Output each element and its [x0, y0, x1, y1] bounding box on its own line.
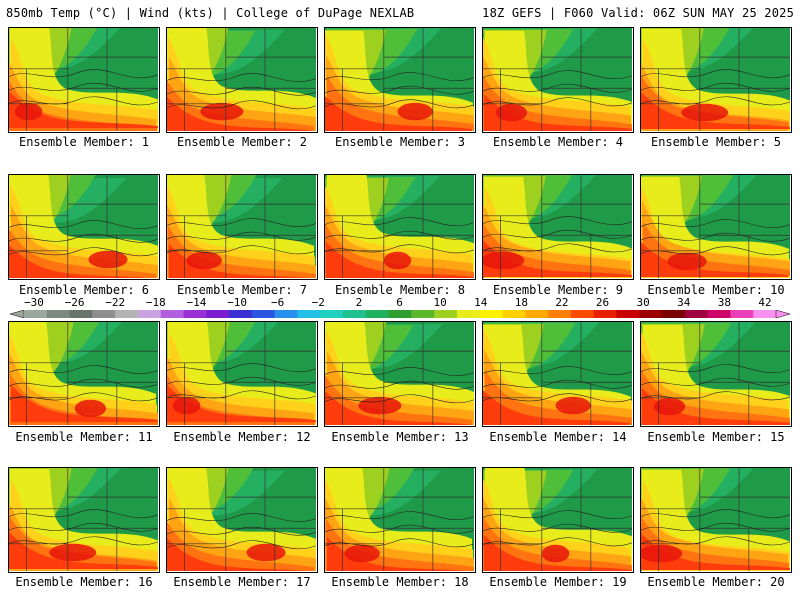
ensemble-map-6	[8, 174, 160, 280]
ensemble-member-label: Ensemble Member: 7	[176, 283, 308, 297]
ensemble-map-1	[8, 27, 160, 133]
colorbar-tick-label: 22	[555, 296, 569, 309]
colorbar-segment	[365, 310, 389, 318]
ensemble-member-label: Ensemble Member: 8	[334, 283, 466, 297]
colorbar-segment	[434, 310, 458, 318]
ensemble-member-label: Ensemble Member: 14	[489, 430, 627, 444]
ensemble-member-label: Ensemble Member: 11	[15, 430, 153, 444]
colorbar-segment	[160, 310, 184, 318]
colorbar-segment	[616, 310, 640, 318]
ensemble-member-label: Ensemble Member: 1	[18, 135, 150, 149]
colorbar-tick-label: −26	[64, 296, 85, 309]
ensemble-member-label: Ensemble Member: 18	[331, 575, 469, 589]
ensemble-member-label: Ensemble Member: 19	[489, 575, 627, 589]
colorbar-right-arrow	[775, 310, 790, 318]
ensemble-map-9	[482, 174, 634, 280]
colorbar-segment	[456, 310, 481, 318]
ensemble-map-18	[324, 467, 476, 573]
colorbar-tick-label: 14	[474, 296, 488, 309]
colorbar-segment	[137, 310, 162, 318]
colorbar-tick-label: 30	[636, 296, 650, 309]
colorbar-segment	[593, 310, 617, 318]
colorbar-segment	[115, 310, 139, 318]
ensemble-map-20	[640, 467, 792, 573]
map-title: 850mb Temp (°C) | Wind (kts) | College o…	[6, 6, 415, 20]
ensemble-map-11	[8, 321, 160, 427]
colorbar-segment	[92, 310, 116, 318]
colorbar-tick-label: −14	[186, 296, 207, 309]
colorbar-segment	[24, 310, 48, 318]
colorbar-tick-label: −18	[145, 296, 166, 309]
colorbar-segment	[707, 310, 731, 318]
colorbar-tick-label: 42	[758, 296, 772, 309]
ensemble-member-label: Ensemble Member: 3	[334, 135, 466, 149]
colorbar-tick-label: −6	[271, 296, 285, 309]
colorbar-tick-label: 38	[717, 296, 731, 309]
ensemble-map-14	[482, 321, 634, 427]
colorbar-segment	[525, 310, 549, 318]
ensemble-map-12	[166, 321, 318, 427]
ensemble-map-5	[640, 27, 792, 133]
colorbar-tick-label: −10	[227, 296, 247, 309]
colorbar-segment	[388, 310, 412, 318]
ensemble-member-label: Ensemble Member: 20	[647, 575, 785, 589]
colorbar-segment	[320, 310, 344, 318]
ensemble-member-label: Ensemble Member: 6	[18, 283, 150, 297]
colorbar-segment	[206, 310, 230, 318]
colorbar-segment	[46, 310, 70, 318]
colorbar-segment	[502, 310, 526, 318]
ensemble-map-10	[640, 174, 792, 280]
ensemble-member-label: Ensemble Member: 2	[176, 135, 308, 149]
ensemble-map-16	[8, 467, 160, 573]
colorbar-tick-label: −22	[105, 296, 126, 309]
colorbar-segment	[411, 310, 435, 318]
ensemble-map-7	[166, 174, 318, 280]
colorbar-segment	[69, 310, 93, 318]
ensemble-member-label: Ensemble Member: 10	[647, 283, 785, 297]
ensemble-map-17	[166, 467, 318, 573]
colorbar-segment	[479, 310, 503, 318]
ensemble-map-2	[166, 27, 318, 133]
colorbar-segment	[753, 310, 777, 318]
ensemble-map-13	[324, 321, 476, 427]
ensemble-member-label: Ensemble Member: 13	[331, 430, 469, 444]
colorbar-segment	[570, 310, 594, 318]
ensemble-member-label: Ensemble Member: 9	[492, 283, 624, 297]
colorbar-tick-label: −30	[24, 296, 44, 309]
ensemble-map-4	[482, 27, 634, 133]
ensemble-member-label: Ensemble Member: 17	[173, 575, 311, 589]
ensemble-member-label: Ensemble Member: 5	[650, 135, 782, 149]
colorbar-segment	[730, 310, 754, 318]
valid-time: 18Z GEFS | F060 Valid: 06Z SUN MAY 25 20…	[482, 6, 794, 20]
ensemble-member-label: Ensemble Member: 12	[173, 430, 311, 444]
ensemble-member-label: Ensemble Member: 15	[647, 430, 785, 444]
colorbar-tick-label: 34	[677, 296, 691, 309]
colorbar-tick-label: −2	[311, 296, 325, 309]
temperature-colorbar	[10, 310, 790, 318]
colorbar-segment	[684, 310, 708, 318]
colorbar-tick-label: 26	[595, 296, 610, 309]
colorbar-segment	[183, 310, 207, 318]
colorbar-left-arrow	[10, 310, 25, 318]
colorbar-segment	[662, 310, 686, 318]
ensemble-map-15	[640, 321, 792, 427]
colorbar-segment	[229, 310, 253, 318]
ensemble-map-19	[482, 467, 634, 573]
colorbar-segment	[297, 310, 321, 318]
colorbar-tick-label: 2	[355, 296, 363, 309]
colorbar-segment	[251, 310, 275, 318]
ensemble-map-8	[324, 174, 476, 280]
ensemble-member-label: Ensemble Member: 16	[15, 575, 153, 589]
colorbar-segment	[343, 310, 367, 318]
ensemble-map-3	[324, 27, 476, 133]
colorbar-tick-label: 10	[433, 296, 447, 309]
ensemble-member-label: Ensemble Member: 4	[492, 135, 624, 149]
colorbar-segment	[274, 310, 298, 318]
colorbar-segment	[548, 310, 572, 318]
colorbar-tick-label: 18	[514, 296, 528, 309]
colorbar-tick-label: 6	[396, 296, 403, 309]
colorbar-segment	[639, 310, 663, 318]
